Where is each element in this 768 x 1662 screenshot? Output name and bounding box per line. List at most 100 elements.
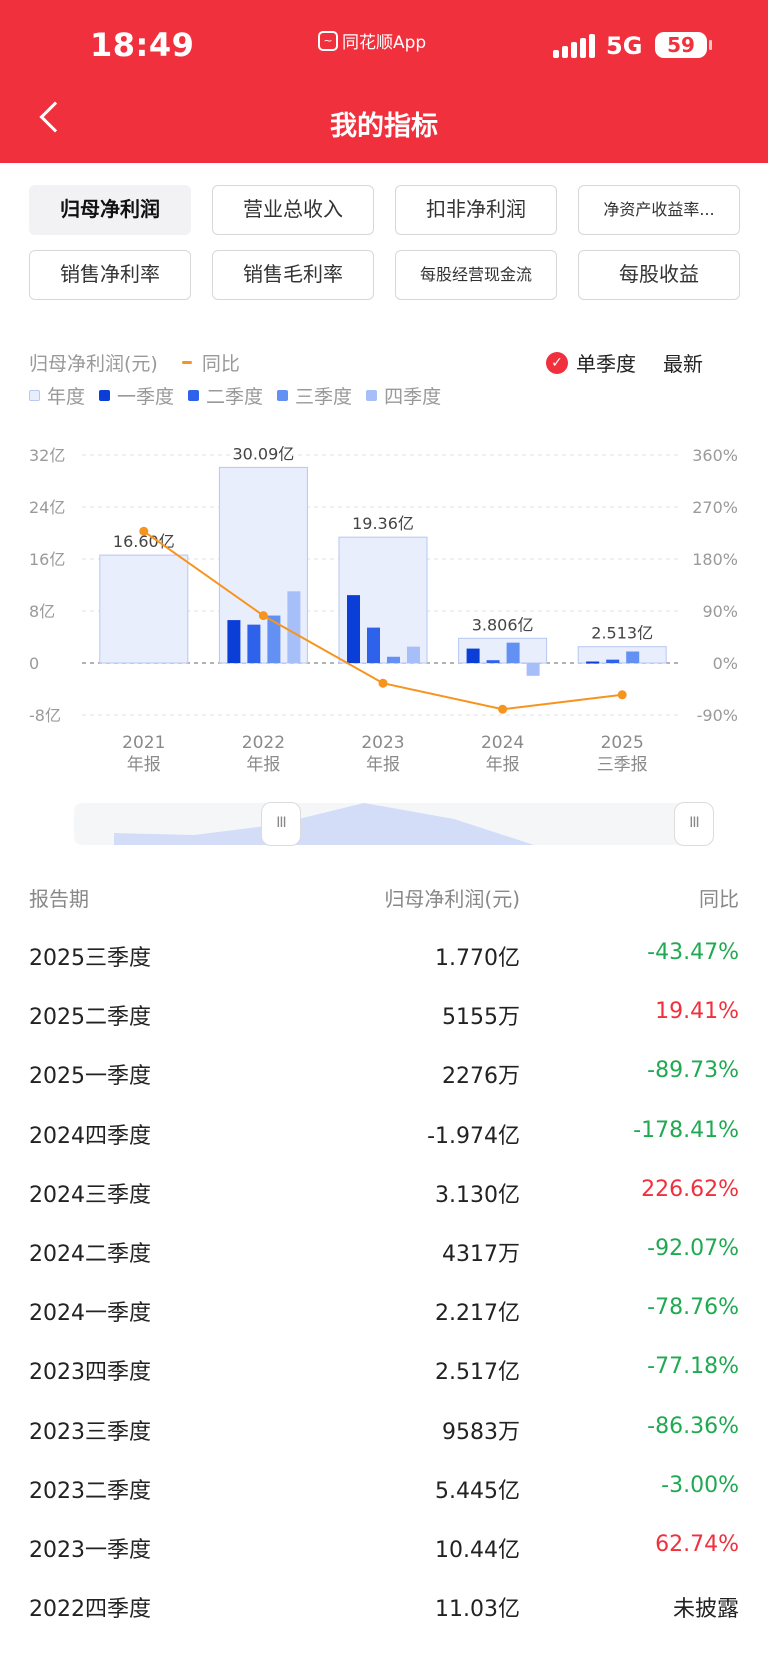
- row-period: 2022四季度: [29, 1597, 151, 1623]
- table-row[interactable]: 2024四季度 -1.974亿 -178.41%: [29, 1104, 739, 1163]
- annual-bar-label: 2.513亿: [591, 624, 653, 643]
- network-type: 5G: [606, 32, 643, 60]
- annual-bar-label: 3.806亿: [472, 615, 534, 634]
- x-tick-label: 年报: [366, 755, 400, 775]
- y-right-tick-label: 90%: [702, 602, 738, 621]
- row-period: 2023二季度: [29, 1478, 151, 1504]
- x-tick-label: 三季报: [597, 755, 648, 775]
- row-value: 1.770亿: [435, 946, 520, 971]
- row-yoy: -78.76%: [647, 1295, 739, 1321]
- row-period: 2025三季度: [29, 946, 151, 971]
- row-value: 4317万: [442, 1241, 520, 1267]
- y-right-tick-label: 180%: [692, 550, 738, 569]
- yoy-point: [139, 526, 149, 536]
- row-yoy: -89.73%: [647, 1058, 739, 1084]
- quarter-bar: [247, 624, 261, 663]
- tab-roe[interactable]: 净资产收益率...: [578, 185, 740, 235]
- x-tick-label: 2025: [601, 733, 644, 753]
- legend-swatch: [277, 390, 289, 401]
- range-handle-right[interactable]: III: [674, 802, 714, 846]
- data-table: 2025三季度 1.770亿 -43.47% 2025二季度 5155万 19.41% 20…: [29, 926, 739, 1636]
- row-value: 2276万: [442, 1064, 520, 1090]
- tab-deducted-net-profit[interactable]: 扣非净利润: [395, 185, 557, 235]
- row-period: 2023四季度: [29, 1360, 151, 1386]
- legend-swatch: [99, 390, 111, 401]
- annual-bar-label: 19.36亿: [352, 514, 414, 533]
- header-value: 归母净利润(元): [384, 887, 520, 911]
- tab-eps[interactable]: 每股收益: [578, 250, 740, 300]
- row-yoy: -77.18%: [647, 1354, 739, 1380]
- legend-item-q2[interactable]: 二季度: [188, 382, 263, 409]
- y-left-tick-label: 16亿: [29, 550, 65, 569]
- legend-item-q4[interactable]: 四季度: [366, 382, 441, 409]
- y-right-tick-label: 360%: [692, 446, 738, 465]
- legend-item-annual[interactable]: 年度: [29, 382, 85, 409]
- legend-swatch: [188, 390, 200, 401]
- quarter-bar: [227, 620, 241, 663]
- table-row[interactable]: 2025二季度 5155万 19.41%: [29, 985, 739, 1044]
- table-row[interactable]: 2023一季度 10.44亿 62.74%: [29, 1518, 739, 1577]
- quarter-bar: [526, 663, 540, 676]
- tab-net-profit[interactable]: 归母净利润: [29, 185, 191, 235]
- quarter-bar: [387, 656, 400, 663]
- check-icon: ✓: [546, 351, 568, 374]
- row-period: 2025二季度: [29, 1005, 151, 1031]
- quarter-bar: [287, 591, 301, 663]
- table-row[interactable]: 2023四季度 2.517亿 -77.18%: [29, 1340, 739, 1399]
- table-row[interactable]: 2024二季度 4317万 -92.07%: [29, 1222, 739, 1281]
- single-quarter-toggle[interactable]: ✓ 单季度: [546, 348, 636, 377]
- x-tick-label: 2021: [122, 733, 165, 753]
- y-right-tick-label: -90%: [697, 706, 738, 725]
- legend-swatch: [366, 390, 378, 401]
- metric-label: 归母净利润(元): [29, 353, 158, 375]
- range-handle-left[interactable]: III: [261, 802, 301, 846]
- row-period: 2024一季度: [29, 1301, 151, 1327]
- latest-button[interactable]: 最新: [663, 352, 703, 376]
- quarter-bar: [347, 595, 360, 663]
- row-yoy: 19.41%: [655, 999, 739, 1025]
- row-yoy: -43.47%: [647, 940, 739, 965]
- table-row[interactable]: 2022四季度 11.03亿 未披露: [29, 1577, 739, 1636]
- tab-operating-cashflow-per-share[interactable]: 每股经营现金流: [395, 250, 557, 300]
- battery-tip: [709, 40, 712, 50]
- table-row[interactable]: 2024三季度 3.130亿 226.62%: [29, 1163, 739, 1222]
- row-yoy: 未披露: [672, 1597, 739, 1623]
- legend-item-q3[interactable]: 三季度: [277, 382, 352, 409]
- yoy-point: [378, 678, 388, 688]
- row-value: 5.445亿: [435, 1478, 520, 1504]
- quarter-bar: [606, 659, 620, 663]
- series-legend: 年度 一季度 二季度 三季度 四季度: [29, 382, 455, 409]
- indicator-tabs: 归母净利润 营业总收入 扣非净利润 净资产收益率... 销售净利率 销售毛利率 …: [29, 185, 740, 300]
- tab-total-revenue[interactable]: 营业总收入: [212, 185, 374, 235]
- header-period: 报告期: [29, 887, 89, 911]
- y-left-tick-label: 0: [29, 654, 39, 673]
- annual-bar: [99, 554, 189, 664]
- y-left-tick-label: 24亿: [29, 498, 65, 517]
- quarter-bar: [506, 642, 520, 663]
- x-tick-label: 年报: [246, 755, 280, 775]
- tab-gross-margin[interactable]: 销售毛利率: [212, 250, 374, 300]
- table-row[interactable]: 2024一季度 2.217亿 -78.76%: [29, 1281, 739, 1340]
- signal-icon: [553, 34, 595, 58]
- app-logo-icon: ~: [318, 30, 338, 51]
- table-row[interactable]: 2025一季度 2276万 -89.73%: [29, 1044, 739, 1103]
- row-yoy: -86.36%: [647, 1413, 739, 1439]
- x-tick-label: 2023: [361, 733, 404, 753]
- y-left-tick-label: 8亿: [29, 602, 55, 621]
- header-yoy: 同比: [699, 887, 739, 911]
- table-row[interactable]: 2023二季度 5.445亿 -3.00%: [29, 1459, 739, 1518]
- battery-icon: 59: [655, 32, 707, 58]
- yoy-point: [498, 704, 508, 714]
- quarter-bar: [486, 660, 500, 663]
- row-value: 9583万: [442, 1419, 520, 1445]
- page-title: 我的指标: [330, 111, 438, 142]
- x-tick-label: 2024: [481, 733, 524, 753]
- range-scroller[interactable]: [74, 803, 714, 845]
- table-row[interactable]: 2025三季度 1.770亿 -43.47%: [29, 926, 739, 985]
- tab-net-margin[interactable]: 销售净利率: [29, 250, 191, 300]
- table-row[interactable]: 2023三季度 9583万 -86.36%: [29, 1400, 739, 1459]
- row-value: 2.517亿: [435, 1360, 520, 1386]
- legend-item-q1[interactable]: 一季度: [99, 382, 174, 409]
- x-tick-label: 年报: [127, 755, 161, 775]
- row-value: 2.217亿: [435, 1301, 520, 1327]
